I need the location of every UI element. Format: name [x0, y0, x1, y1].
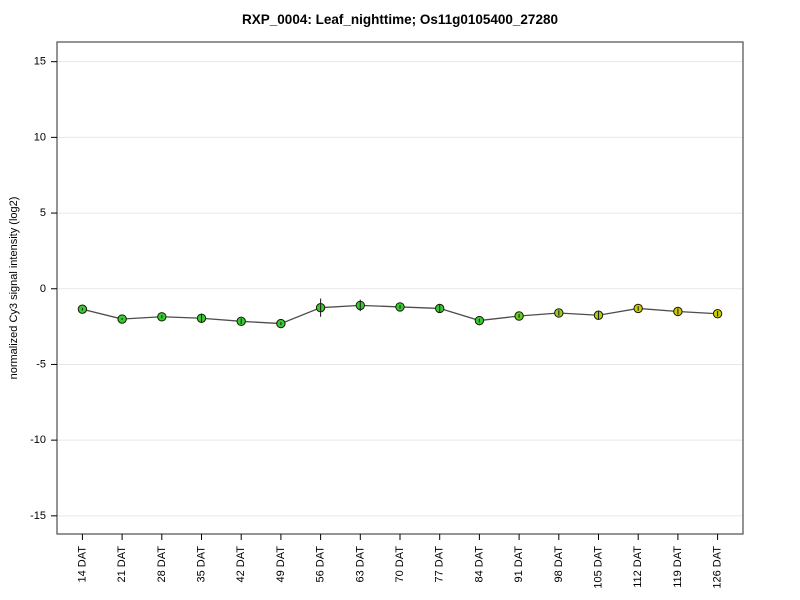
- x-tick-label: 126 DAT: [712, 546, 724, 589]
- x-tick-label: 14 DAT: [76, 546, 88, 583]
- plot-area: -15 -10 -5 0 5 10 15 14 DAT 21 DAT 28 DAT 35 DAT 42…: [30, 41, 744, 589]
- chart-title: RXP_0004: Leaf_nighttime; Os11g0105400_2…: [242, 12, 558, 27]
- x-tick-label: 42 DAT: [235, 546, 247, 583]
- x-tick-label: 91 DAT: [513, 546, 525, 583]
- x-tick-label: 98 DAT: [553, 546, 565, 583]
- x-tick-label: 28 DAT: [156, 546, 168, 583]
- x-tick-label: 35 DAT: [196, 546, 208, 583]
- x-tick-label: 119 DAT: [672, 546, 684, 588]
- plot-border: [56, 41, 744, 535]
- x-tick-label: 49 DAT: [275, 546, 287, 583]
- x-tick-label: 77 DAT: [434, 546, 446, 583]
- y-tick-label: 5: [40, 207, 46, 219]
- x-tick-label: 84 DAT: [473, 546, 485, 583]
- y-tick-label: 10: [34, 131, 46, 143]
- x-tick-label: 112 DAT: [632, 546, 644, 588]
- y-tick-label: 0: [40, 283, 46, 295]
- x-tick-label: 70 DAT: [394, 546, 406, 583]
- y-axis-label: normalized Cy3 signal intensity (log2): [8, 197, 20, 380]
- y-tick-label: 15: [34, 56, 46, 68]
- y-tick-label: -15: [30, 510, 46, 522]
- x-tick-label: 105 DAT: [592, 546, 604, 589]
- x-tick-label: 56 DAT: [315, 546, 327, 583]
- y-tick-label: -10: [30, 434, 46, 446]
- x-tick-label: 63 DAT: [354, 546, 366, 583]
- y-tick-label: -5: [36, 358, 46, 370]
- x-tick-label: 21 DAT: [116, 546, 128, 583]
